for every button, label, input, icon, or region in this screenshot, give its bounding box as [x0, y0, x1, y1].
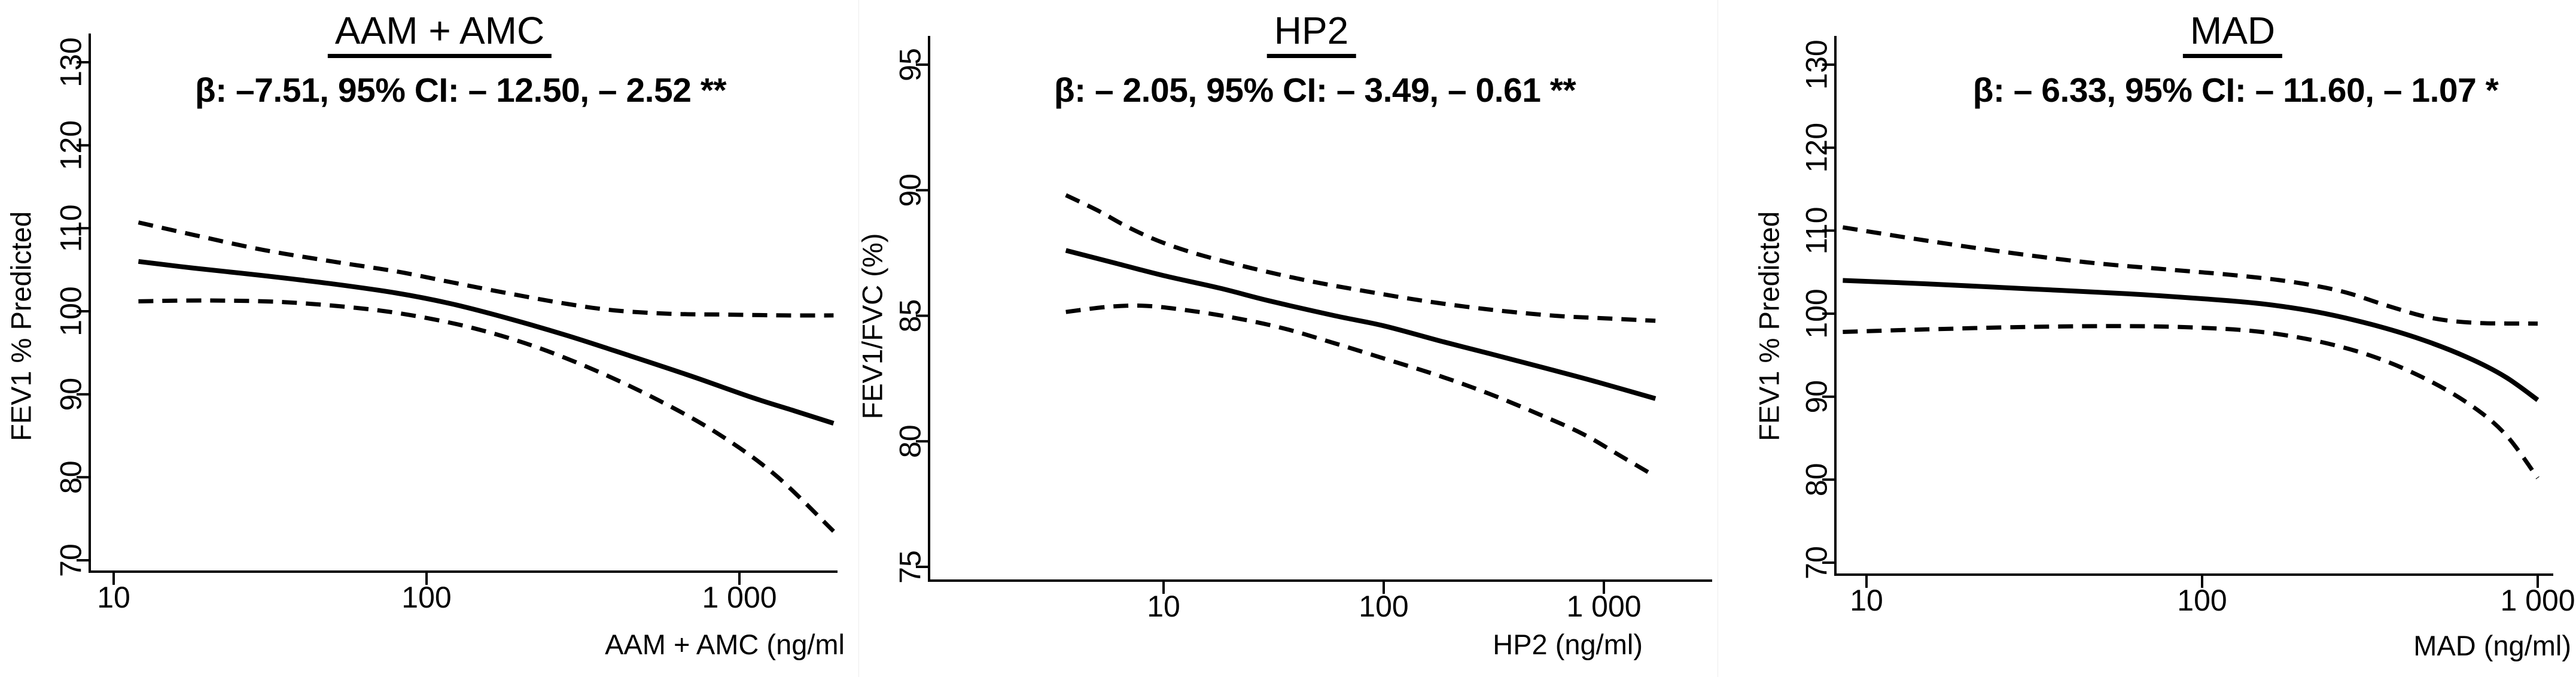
x-tick-label: 100 [401, 581, 451, 614]
estimate-line [1065, 248, 1657, 401]
x-tick-label: 1 000 [702, 581, 777, 614]
x-axis-title: MAD (ng/ml) [2413, 630, 2571, 661]
ci-lower-line [1843, 324, 2540, 479]
y-tick-label: 70 [1800, 546, 1834, 579]
y-tick-label: 100 [1800, 289, 1834, 338]
y-tick-label: 130 [1800, 40, 1834, 89]
x-tick-label: 100 [2177, 584, 2227, 617]
y-axis-ticks: 70 80 90 100 110 120 130 [1800, 40, 1835, 579]
x-axis-ticks: 10 100 1 000 [97, 572, 777, 614]
y-axis-ticks: 75 80 85 90 95 [894, 48, 929, 584]
beta-ci-annotation: β: – 2.05, 95% CI: – 3.49, – 0.61 ** [1053, 71, 1576, 110]
y-tick-label: 110 [1800, 207, 1834, 254]
axes [1834, 36, 2553, 576]
x-axis-title: AAM + AMC (ng/ml [605, 629, 845, 660]
x-axis-title: HP2 (ng/ml) [1493, 629, 1643, 660]
y-tick-label: 75 [894, 550, 927, 584]
y-axis-ticks: 70 80 90 100 110 120 130 [54, 37, 90, 577]
y-tick-label: 120 [1800, 123, 1834, 172]
panel-aam-amc: AAM + AMC β: –7.51, 95% CI: – 12.50, – 2… [0, 0, 858, 677]
x-tick-label: 10 [1147, 590, 1180, 623]
beta-ci-annotation: β: –7.51, 95% CI: – 12.50, – 2.52 ** [194, 71, 727, 110]
y-tick-label: 130 [54, 37, 88, 87]
x-tick-label: 1 000 [1566, 590, 1641, 623]
estimate-line [138, 259, 835, 426]
x-tick-label: 10 [97, 581, 130, 614]
panel-title: HP2 [1266, 10, 1356, 59]
axes [89, 34, 838, 573]
estimate-line [1843, 278, 2540, 402]
y-tick-label: 85 [894, 299, 927, 333]
panel-mad: MAD β: – 6.33, 95% CI: – 11.60, – 1.07 *… [1718, 0, 2576, 677]
y-tick-label: 120 [54, 120, 88, 170]
plot-hp2: 75 80 85 90 95 10 100 1 000 FEV1/FVC (%) HP2 (… [859, 36, 1712, 660]
y-tick-label: 90 [1800, 380, 1834, 414]
x-axis-ticks: 10 100 1 000 [1147, 581, 1642, 623]
ci-lower-line [138, 298, 835, 533]
panel-title: MAD [2182, 10, 2283, 59]
y-tick-label: 90 [54, 378, 88, 411]
y-tick-label: 90 [894, 174, 927, 207]
panel-hp2: HP2 β: – 2.05, 95% CI: – 3.49, – 0.61 **… [858, 0, 1718, 677]
x-tick-label: 1 000 [2500, 584, 2575, 617]
y-tick-label: 110 [54, 204, 88, 252]
plot-mad: 70 80 90 100 110 120 130 10 100 1 000 FEV1 % Pre… [1753, 36, 2575, 661]
beta-ci-annotation: β: – 6.33, 95% CI: – 11.60, – 1.07 * [1972, 71, 2499, 110]
y-axis-title: FEV1 % Predicted [1753, 211, 1785, 441]
y-tick-label: 95 [894, 48, 927, 81]
x-tick-label: 100 [1359, 590, 1408, 623]
y-axis-title: FEV1/FVC (%) [859, 233, 888, 420]
y-tick-label: 80 [894, 424, 927, 458]
axes [928, 36, 1712, 582]
plot-aam-amc: 70 80 90 100 110 120 130 10 100 1 000 FEV1 % Pre… [5, 34, 845, 660]
x-tick-label: 10 [1850, 584, 1883, 617]
y-tick-label: 80 [1800, 463, 1834, 496]
y-axis-title: FEV1 % Predicted [5, 211, 36, 441]
ci-upper-line [138, 220, 834, 318]
y-tick-label: 100 [54, 286, 88, 336]
y-tick-label: 80 [54, 460, 88, 494]
y-tick-label: 70 [54, 544, 88, 577]
x-axis-ticks: 10 100 1 000 [1850, 575, 2575, 617]
ci-upper-line [1842, 225, 2538, 326]
panel-title: AAM + AMC [327, 10, 552, 59]
ci-lower-line [1065, 303, 1657, 479]
ci-upper-line [1065, 193, 1656, 323]
